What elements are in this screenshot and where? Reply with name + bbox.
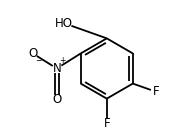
Text: +: + (59, 56, 66, 65)
Text: F: F (103, 117, 110, 130)
Text: N: N (52, 62, 61, 75)
Text: O: O (28, 47, 37, 60)
Text: −: − (35, 56, 41, 65)
Text: F: F (153, 85, 159, 98)
Text: HO: HO (55, 17, 73, 30)
Text: O: O (52, 93, 61, 106)
